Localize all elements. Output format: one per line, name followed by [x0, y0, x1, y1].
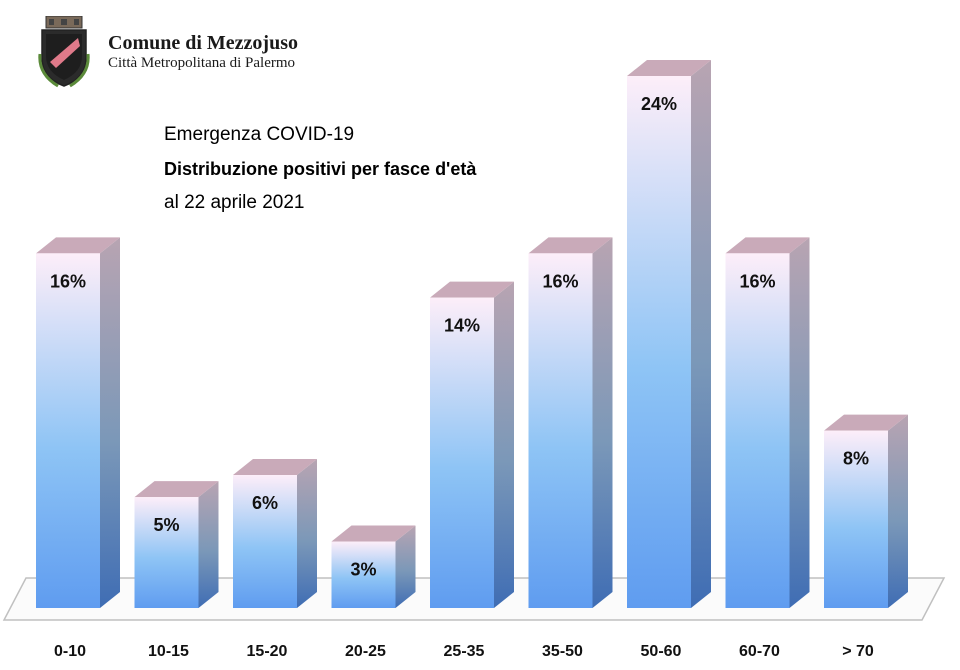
bar: 5%: [134, 481, 219, 608]
bar-top: [233, 459, 317, 475]
data-label: 5%: [153, 515, 179, 535]
chart-title: Emergenza COVID-19: [164, 124, 355, 145]
bar-side: [100, 237, 120, 609]
bar: 16%: [725, 237, 810, 609]
chart-subtitle: Distribuzione positivi per fasce d'età: [164, 159, 477, 179]
bar: 24%: [627, 60, 711, 608]
bar-top: [824, 414, 908, 431]
data-label: 3%: [350, 560, 376, 580]
org-block: Comune di Mezzojuso Città Metropolitana …: [108, 32, 298, 72]
bar-side: [691, 60, 711, 608]
bar-front: [233, 475, 297, 608]
x-tick-label: > 70: [842, 643, 874, 660]
bar: 16%: [528, 237, 613, 609]
chart-date: al 22 aprile 2021: [164, 192, 305, 213]
x-tick-label: 15-20: [247, 643, 288, 660]
data-label: 24%: [641, 94, 677, 114]
bar: 16%: [36, 237, 120, 609]
bar-front: [824, 430, 888, 608]
bar-top: [331, 525, 416, 542]
bar-side: [592, 237, 613, 609]
org-name: Comune di Mezzojuso: [108, 32, 298, 54]
bar: 3%: [331, 525, 416, 608]
bar-front: [627, 76, 691, 608]
bar-front: [528, 253, 593, 609]
bar-top: [528, 237, 613, 254]
bar-side: [297, 459, 317, 608]
chart-titles: Emergenza COVID-19 Distribuzione positiv…: [164, 118, 476, 220]
bar: 8%: [824, 414, 908, 608]
bar-top: [627, 60, 711, 76]
x-tick-label: 0-10: [54, 643, 86, 660]
x-tick-label: 35-50: [542, 643, 583, 660]
bar-top: [430, 281, 514, 298]
bar-top: [36, 237, 120, 254]
bar-front: [36, 253, 100, 609]
data-label: 8%: [843, 449, 869, 469]
municipal-crest-icon: [38, 16, 90, 88]
x-tick-label: 60-70: [739, 643, 780, 660]
x-tick-label: 25-35: [444, 643, 485, 660]
bar: 14%: [430, 281, 514, 608]
data-label: 14%: [444, 316, 480, 336]
x-tick-label: 20-25: [345, 643, 386, 660]
bar: 6%: [233, 459, 317, 608]
x-axis-labels: 0-10 10-15 15-20 20-25 25-35 35-50 50-60 60-70 >…: [54, 643, 874, 660]
bar-side: [888, 414, 908, 608]
bar-side: [198, 481, 219, 608]
bar-top: [134, 481, 219, 498]
data-label: 16%: [542, 271, 578, 291]
bar-side: [494, 281, 514, 608]
org-subtitle: Città Metropolitana di Palermo: [108, 55, 296, 71]
bar-front: [725, 253, 790, 609]
bar-front: [430, 297, 494, 608]
bar-front: [331, 541, 396, 608]
data-label: 6%: [252, 493, 278, 513]
bar-side: [789, 237, 810, 609]
bar-top: [725, 237, 810, 254]
x-tick-label: 10-15: [148, 643, 189, 660]
x-tick-label: 50-60: [641, 643, 682, 660]
data-label: 16%: [50, 271, 86, 291]
bar-side: [395, 525, 416, 608]
bars-group: 16% 5% 6% 3% 14% 16% 24% 16% 8%: [36, 60, 908, 609]
data-label: 16%: [739, 271, 775, 291]
bar-front: [134, 497, 199, 608]
